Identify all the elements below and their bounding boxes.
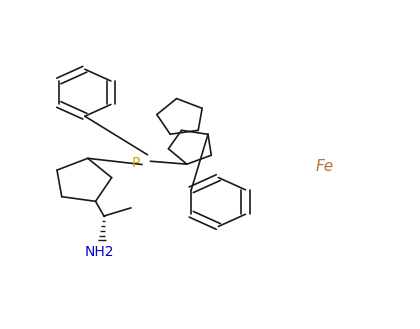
Text: Fe: Fe: [316, 159, 334, 174]
Text: NH2: NH2: [85, 245, 115, 259]
Text: P: P: [132, 156, 140, 170]
